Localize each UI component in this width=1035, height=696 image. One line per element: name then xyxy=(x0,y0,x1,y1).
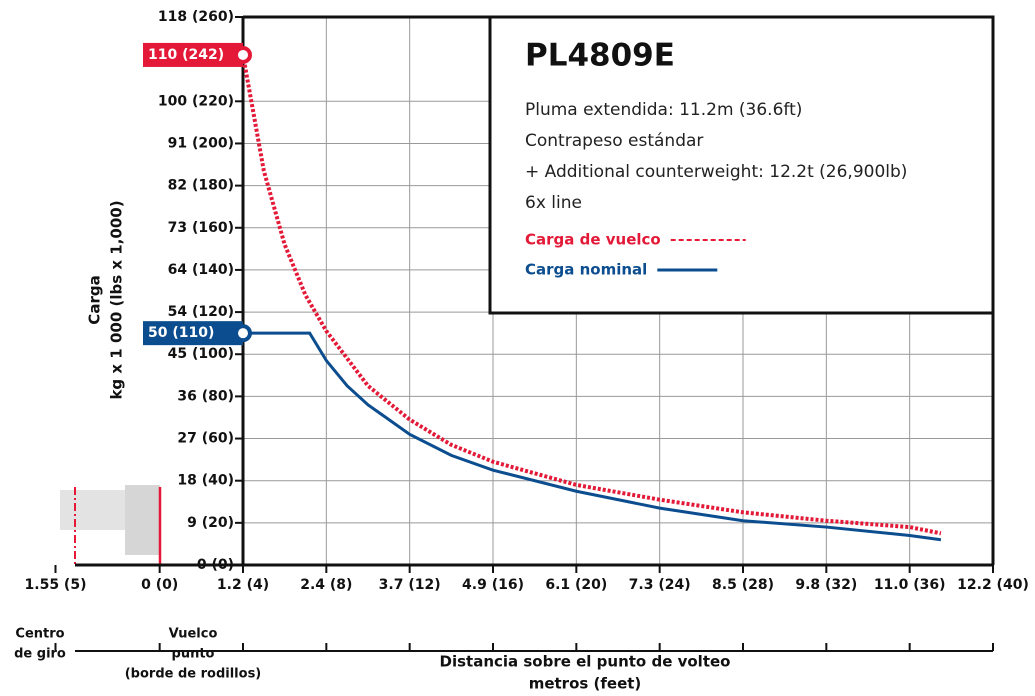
legend-label: Carga nominal xyxy=(525,261,647,279)
x-tick-label: 7.3 (24) xyxy=(629,577,691,593)
y-tick-label: 9 (20) xyxy=(187,515,234,531)
value-marker-label: 110 (242) xyxy=(148,47,224,63)
note: 6x line xyxy=(525,193,582,213)
x-tick-label: 9.8 (32) xyxy=(795,577,857,593)
annotation: Centro xyxy=(15,627,64,642)
x-tick-label: 4.9 (16) xyxy=(462,577,524,593)
y-tick-label: 64 (140) xyxy=(168,262,234,278)
x-tick-label: 12.2 (40) xyxy=(957,577,1029,593)
x-tick-label: 8.5 (28) xyxy=(712,577,774,593)
y-tick-label: 118 (260) xyxy=(158,9,234,25)
legend-label: Carga de vuelco xyxy=(525,231,661,249)
note: Pluma extendida: 11.2m (36.6ft) xyxy=(525,100,802,120)
note: + Additional counterweight: 12.2t (26,90… xyxy=(525,162,907,182)
x-tick-label: 1.55 (5) xyxy=(25,577,87,593)
x-axis-label: metros (feet) xyxy=(529,675,642,693)
value-marker-label: 50 (110) xyxy=(148,325,214,341)
x-tick-label: 1.2 (4) xyxy=(217,577,269,593)
series-line xyxy=(243,333,941,540)
chart-title: PL4809E xyxy=(525,38,675,74)
value-marker-dot xyxy=(236,326,250,340)
note: Contrapeso estándar xyxy=(525,131,703,151)
x-tick-label: 2.4 (8) xyxy=(300,577,352,593)
x-tick-label: 3.7 (12) xyxy=(379,577,441,593)
y-tick-label: 27 (60) xyxy=(177,431,234,447)
annotation: punto xyxy=(172,647,215,662)
x-tick-label: 0 (0) xyxy=(141,577,178,593)
value-marker-dot xyxy=(236,48,250,62)
annotation: de giro xyxy=(14,647,66,662)
y-tick-label: 54 (120) xyxy=(168,304,234,320)
y-tick-label: 45 (100) xyxy=(168,346,234,362)
y-axis-label: kg x 1 000 (lbs x 1,000) xyxy=(108,200,126,399)
y-tick-label: 91 (200) xyxy=(168,135,234,151)
y-tick-label: 100 (220) xyxy=(158,93,234,109)
y-tick-label: 82 (180) xyxy=(168,178,234,194)
annotation: (borde de rodillos) xyxy=(125,667,262,682)
y-axis-label: Carga xyxy=(86,275,104,324)
y-tick-label: 18 (40) xyxy=(177,473,234,489)
machine-illustration xyxy=(60,485,160,565)
y-tick-label: 36 (80) xyxy=(177,388,234,404)
x-tick-label: 11.0 (36) xyxy=(874,577,946,593)
y-tick-label: 73 (160) xyxy=(168,220,234,236)
chart: 1.55 (5) 0 (0) 1.2 (4) 2.4 (8) 3.7 (12) 4.9 (… xyxy=(0,0,1035,696)
annotation: Vuelco xyxy=(169,627,218,642)
x-axis-label: Distancia sobre el punto de volteo xyxy=(440,653,731,671)
x-tick-label: 6.1 (20) xyxy=(545,577,607,593)
